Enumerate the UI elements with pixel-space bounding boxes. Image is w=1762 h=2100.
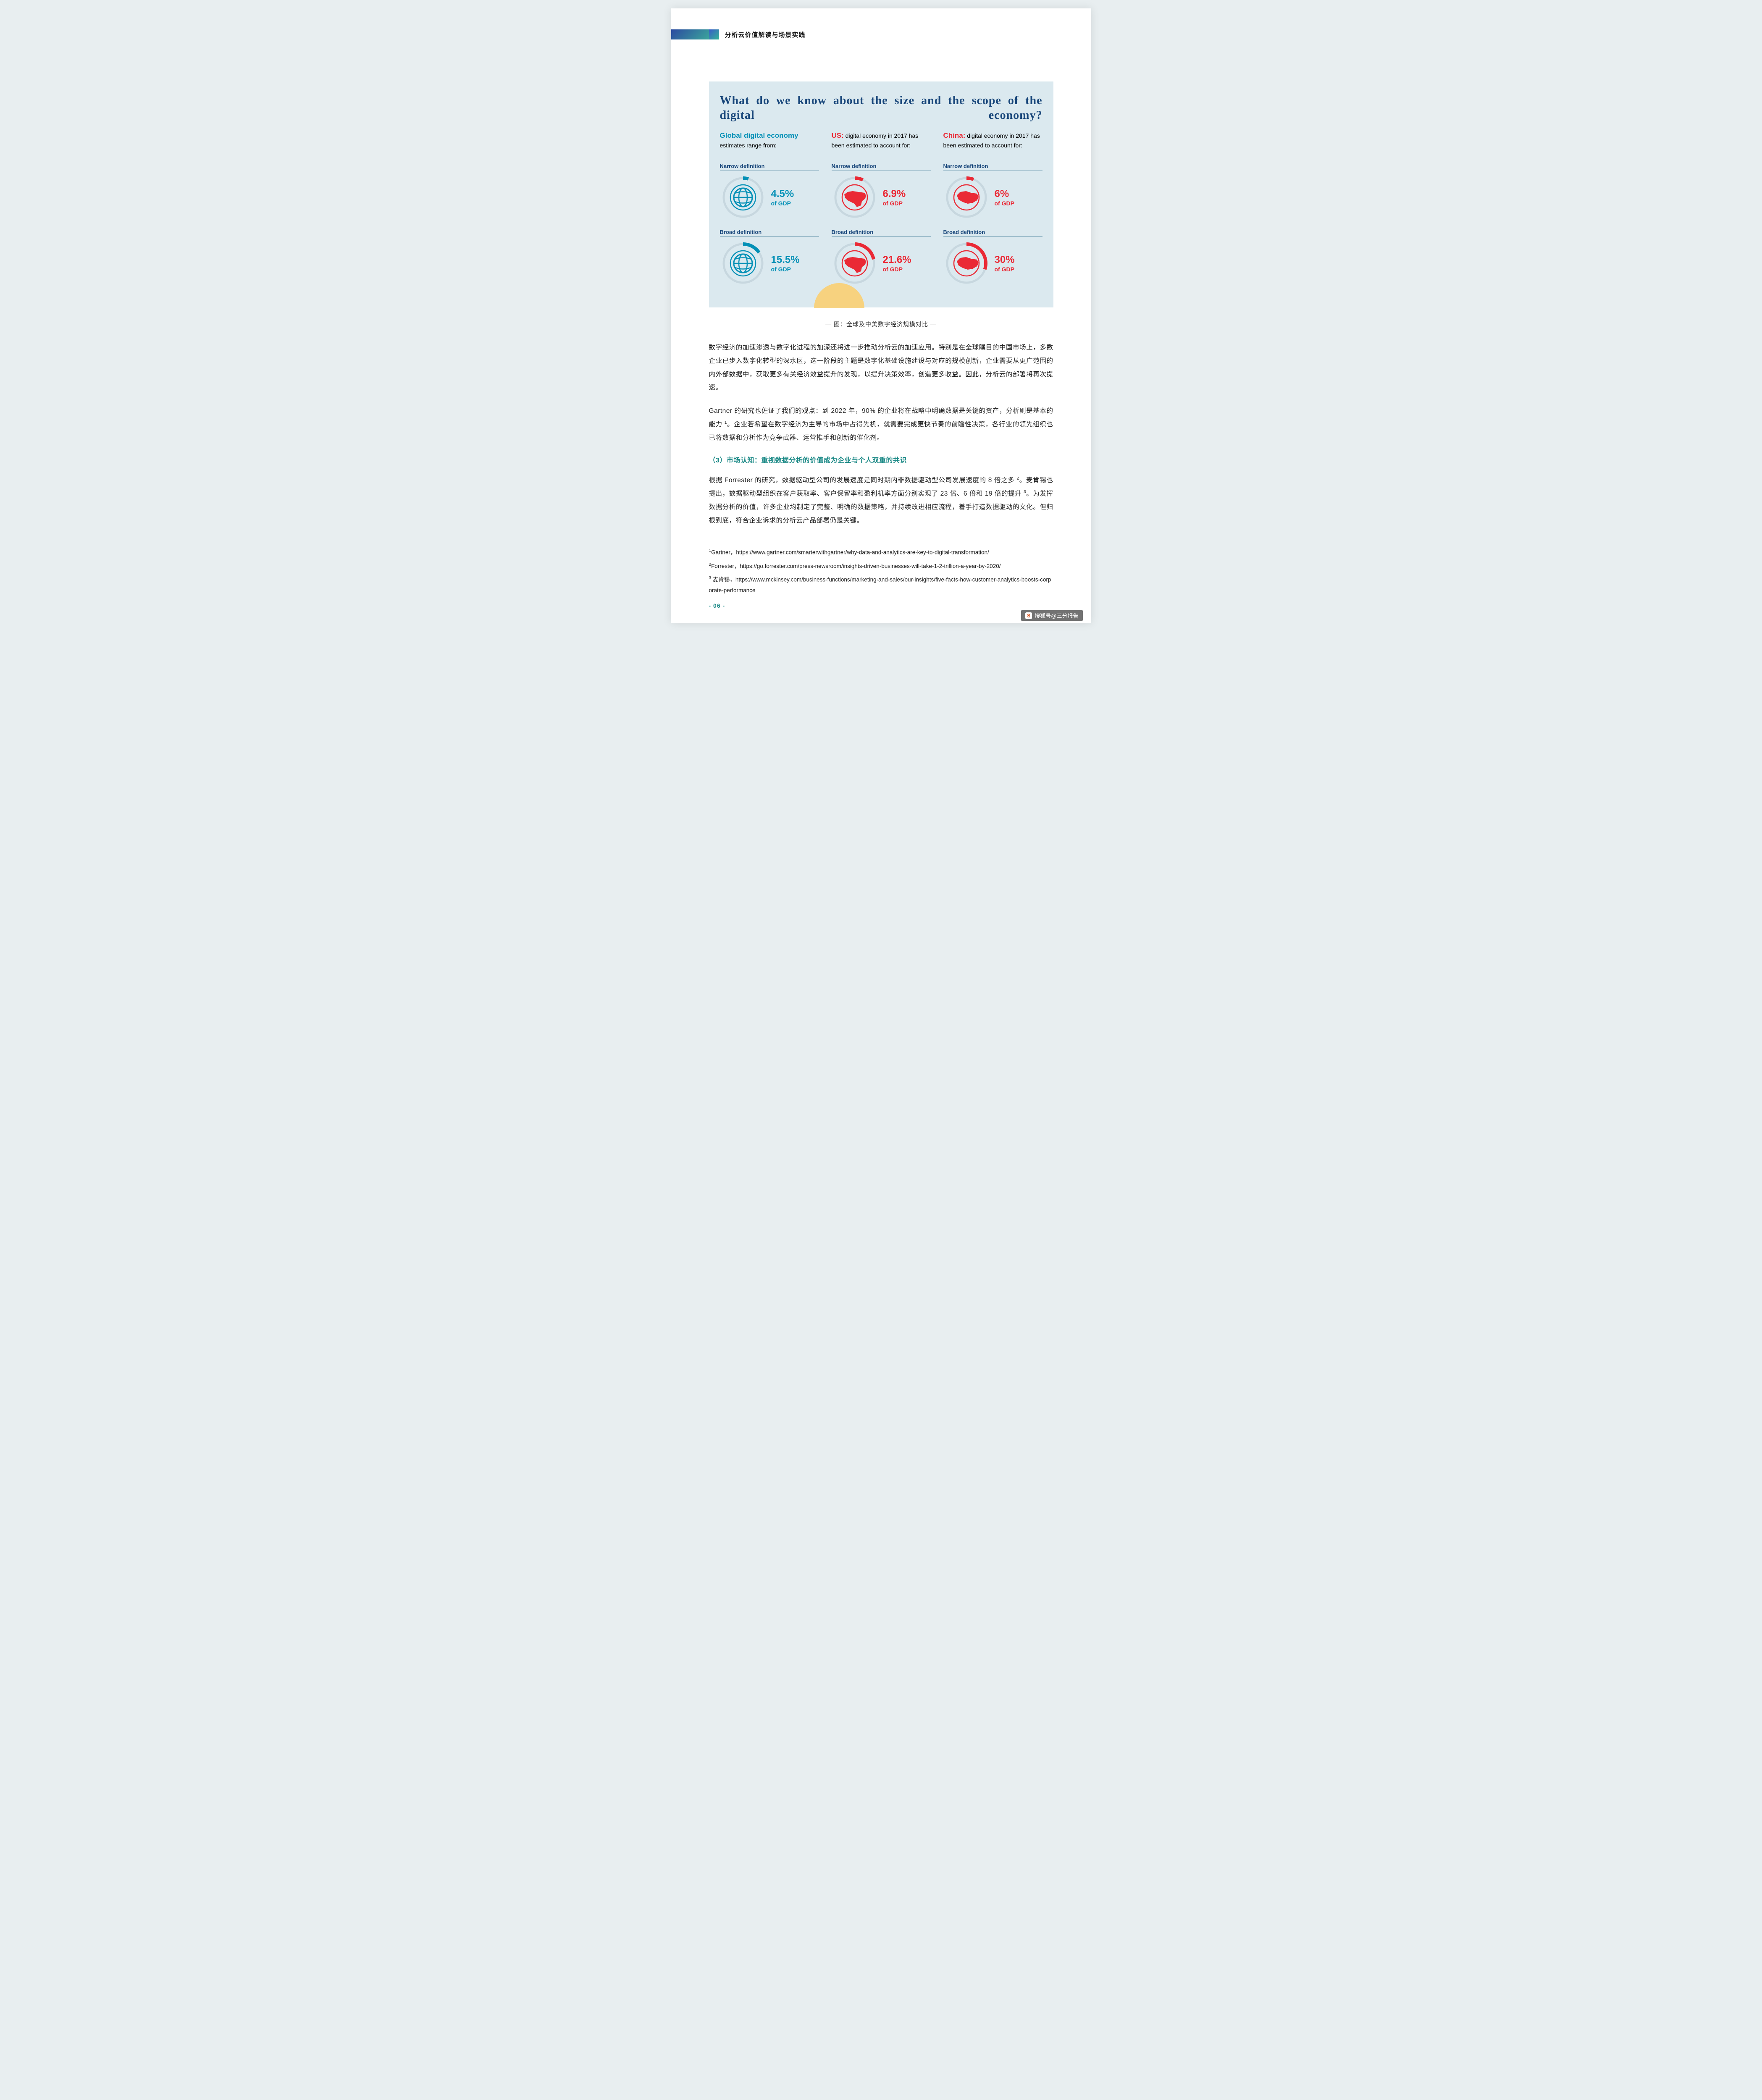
pct-number: 4.5% (771, 188, 794, 200)
sun-decoration (814, 283, 864, 308)
col-head: Global digital economy estimates range f… (720, 130, 819, 157)
narrow-label: Narrow definition (943, 163, 1042, 171)
narrow-value: 6.9% of GDP (883, 188, 906, 207)
col-head: China: digital economy in 2017 has been … (943, 130, 1042, 157)
col-sub: estimates range from: (720, 142, 777, 149)
infographic-title: What do we know about the size and the s… (720, 93, 1042, 123)
footnote-text: Forrester，https://go.forrester.com/press… (711, 563, 1000, 569)
pct-suffix: of GDP (995, 200, 1014, 207)
pct-number: 6.9% (883, 188, 906, 200)
footnote-text: 麦肯锡，https://www.mckinsey.com/business-fu… (709, 576, 1051, 593)
page: 分析云价值解读与场景实践 What do we know about the s… (671, 8, 1091, 623)
infographic-col-1: US: digital economy in 2017 has been est… (832, 130, 931, 295)
col-sub: digital economy in 2017 has been estimat… (832, 132, 919, 149)
broad-label: Broad definition (720, 229, 819, 237)
col-lead: US: (832, 131, 844, 139)
page-header: 分析云价值解读与场景实践 (709, 29, 1053, 39)
watermark-text: 搜狐号@三分报告 (1035, 612, 1078, 620)
infographic-col-2: China: digital economy in 2017 has been … (943, 130, 1042, 295)
paragraph-2: Gartner 的研究也佐证了我们的观点：到 2022 年，90% 的企业将在战… (709, 404, 1053, 444)
footnote-text: Gartner，https://www.gartner.com/smarterw… (711, 549, 989, 556)
pct-suffix: of GDP (995, 266, 1015, 273)
broad-value: 15.5% of GDP (771, 254, 800, 273)
narrow-label: Narrow definition (832, 163, 931, 171)
col-head: US: digital economy in 2017 has been est… (832, 130, 931, 157)
header-title: 分析云价值解读与场景实践 (725, 30, 806, 39)
broad-label: Broad definition (832, 229, 931, 237)
figure-caption: — 图：全球及中美数字经济规模对比 — (709, 320, 1053, 328)
infographic-col-0: Global digital economy estimates range f… (720, 130, 819, 295)
infographic-panel: What do we know about the size and the s… (709, 81, 1053, 307)
paragraph-1: 数字经济的加速渗透与数字化进程的加深还将进一步推动分析云的加速应用。特别是在全球… (709, 341, 1053, 394)
pct-number: 15.5% (771, 254, 800, 266)
col-lead: Global digital economy (720, 131, 798, 139)
pct-suffix: of GDP (771, 200, 794, 207)
broad-chart: 15.5% of GDP (720, 240, 819, 286)
col-lead: China: (943, 131, 966, 139)
narrow-value: 4.5% of GDP (771, 188, 794, 207)
narrow-chart: 4.5% of GDP (720, 174, 819, 220)
pct-number: 21.6% (883, 254, 911, 266)
paragraph-3: 根据 Forrester 的研究，数据驱动型公司的发展速度是同时期内非数据驱动型… (709, 474, 1053, 527)
broad-label: Broad definition (943, 229, 1042, 237)
narrow-value: 6% of GDP (995, 188, 1014, 207)
header-accent-square (671, 29, 719, 39)
infographic-columns: Global digital economy estimates range f… (720, 130, 1042, 295)
broad-chart: 21.6% of GDP (832, 240, 931, 286)
page-number: - 06 - (709, 602, 725, 609)
para3-pre: 根据 Forrester 的研究，数据驱动型公司的发展速度是同时期内非数据驱动型… (709, 477, 1017, 484)
section-heading: （3）市场认知：重视数据分析的价值成为企业与个人双重的共识 (709, 454, 1053, 465)
narrow-chart: 6.9% of GDP (832, 174, 931, 220)
broad-chart: 30% of GDP (943, 240, 1042, 286)
broad-value: 30% of GDP (995, 254, 1015, 273)
narrow-chart: 6% of GDP (943, 174, 1042, 220)
footnote-1: 1Gartner，https://www.gartner.com/smarter… (709, 547, 1053, 558)
footnote-3: 3 麦肯锡，https://www.mckinsey.com/business-… (709, 574, 1053, 596)
footnote-2: 2Forrester，https://go.forrester.com/pres… (709, 561, 1053, 572)
broad-value: 21.6% of GDP (883, 254, 911, 273)
pct-number: 30% (995, 254, 1015, 266)
sohu-icon: S (1025, 612, 1032, 619)
narrow-label: Narrow definition (720, 163, 819, 171)
pct-suffix: of GDP (771, 266, 800, 273)
footnotes: 1Gartner，https://www.gartner.com/smarter… (709, 547, 1053, 596)
pct-suffix: of GDP (883, 200, 906, 207)
pct-number: 6% (995, 188, 1014, 200)
para2-post: 。企业若希望在数字经济为主导的市场中占得先机，就需要完成更快节奏的前瞻性决策，各… (709, 421, 1053, 441)
source-watermark: S 搜狐号@三分报告 (1021, 610, 1082, 621)
pct-suffix: of GDP (883, 266, 911, 273)
